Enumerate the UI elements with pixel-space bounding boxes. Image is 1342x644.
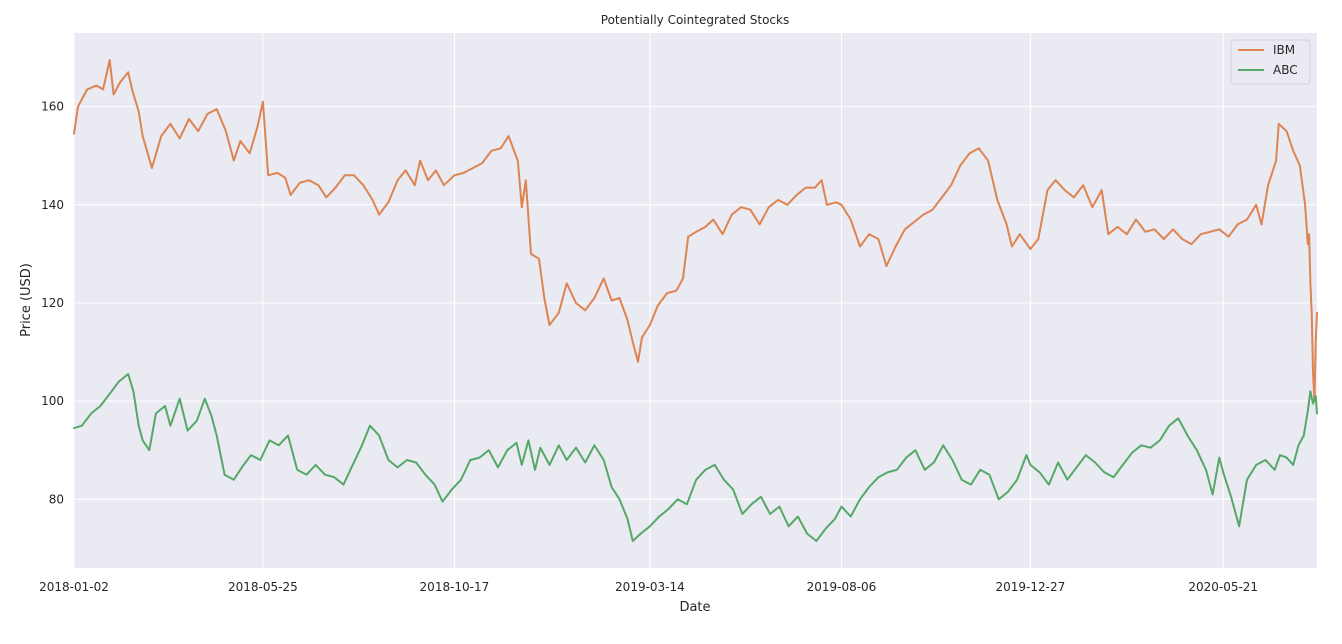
y-tick-label: 120 [41, 296, 64, 310]
x-tick-label: 2019-12-27 [995, 580, 1065, 594]
plot-background [74, 33, 1317, 568]
x-tick-label: 2020-05-21 [1188, 580, 1258, 594]
x-tick-label: 2018-05-25 [228, 580, 298, 594]
y-tick-label: 80 [49, 492, 64, 506]
y-tick-labels: 80 100 120 140 160 [41, 100, 64, 507]
y-tick-label: 100 [41, 394, 64, 408]
x-tick-label: 2019-08-06 [807, 580, 877, 594]
y-axis-label: Price (USD) [19, 263, 34, 337]
legend-label-abc: ABC [1273, 63, 1298, 77]
legend: IBM ABC [1230, 39, 1311, 85]
x-tick-label: 2018-10-17 [420, 580, 490, 594]
x-tick-label: 2019-03-14 [615, 580, 685, 594]
series-line-ibm [73, 59, 1318, 403]
x-tick-label: 2018-01-02 [39, 580, 109, 594]
chart-title: Potentially Cointegrated Stocks [601, 13, 789, 27]
legend-label-ibm: IBM [1273, 43, 1295, 57]
y-tick-label: 140 [41, 198, 64, 212]
y-tick-label: 160 [41, 100, 64, 114]
x-axis-label: Date [679, 600, 710, 615]
grid-lines [73, 33, 1317, 568]
series-line-abc [73, 373, 1318, 542]
legend-box [1230, 39, 1311, 85]
x-tick-labels: 2018-01-02 2018-05-25 2018-10-17 2019-03-14… [39, 580, 1258, 594]
series-lines [73, 59, 1318, 542]
